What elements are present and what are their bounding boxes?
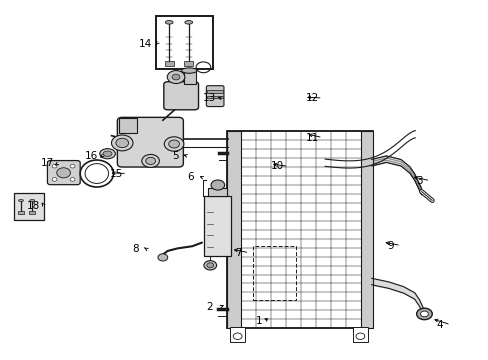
Circle shape <box>116 138 128 148</box>
Circle shape <box>172 74 180 80</box>
Bar <box>253 246 296 300</box>
Text: 18: 18 <box>26 201 40 211</box>
Text: 15: 15 <box>109 168 123 179</box>
Bar <box>227 131 241 328</box>
Text: 4: 4 <box>436 320 443 330</box>
Circle shape <box>168 140 179 148</box>
Text: 8: 8 <box>132 244 139 254</box>
Bar <box>352 327 367 342</box>
Bar <box>204 196 231 256</box>
Bar <box>360 131 372 328</box>
FancyBboxPatch shape <box>163 82 198 110</box>
Text: 16: 16 <box>85 150 99 161</box>
Text: 17: 17 <box>41 158 55 168</box>
Bar <box>208 188 227 196</box>
Text: 7: 7 <box>235 248 242 258</box>
Bar <box>155 16 213 69</box>
Ellipse shape <box>165 21 173 24</box>
Bar <box>18 211 24 214</box>
Circle shape <box>142 154 159 167</box>
Circle shape <box>211 180 224 190</box>
Circle shape <box>206 263 213 268</box>
Ellipse shape <box>184 21 192 24</box>
Ellipse shape <box>19 199 23 202</box>
Text: 2: 2 <box>205 302 212 312</box>
Ellipse shape <box>30 199 35 202</box>
Circle shape <box>145 157 155 165</box>
FancyBboxPatch shape <box>47 161 80 185</box>
Circle shape <box>203 261 216 270</box>
Text: 13: 13 <box>202 93 216 103</box>
Text: 12: 12 <box>305 93 318 103</box>
Circle shape <box>158 254 167 261</box>
Bar <box>184 61 193 66</box>
Bar <box>29 211 35 214</box>
Text: 14: 14 <box>139 39 152 49</box>
Circle shape <box>57 168 70 178</box>
Bar <box>14 193 44 220</box>
Text: 6: 6 <box>187 172 194 182</box>
Ellipse shape <box>103 151 112 156</box>
Circle shape <box>416 308 431 320</box>
Bar <box>183 71 195 84</box>
Bar <box>229 327 245 342</box>
Circle shape <box>420 311 427 317</box>
Circle shape <box>233 333 242 339</box>
Ellipse shape <box>100 149 115 159</box>
FancyBboxPatch shape <box>117 117 183 167</box>
Circle shape <box>52 165 57 168</box>
Circle shape <box>355 333 364 339</box>
Circle shape <box>164 137 183 151</box>
Bar <box>227 131 372 328</box>
Text: 10: 10 <box>271 161 284 171</box>
Bar <box>119 118 137 133</box>
FancyBboxPatch shape <box>206 86 224 107</box>
Text: 1: 1 <box>255 316 262 326</box>
Text: 5: 5 <box>171 150 178 161</box>
Text: 9: 9 <box>386 240 393 251</box>
Bar <box>164 61 173 66</box>
Text: 3: 3 <box>415 176 422 186</box>
Circle shape <box>167 71 184 84</box>
Circle shape <box>111 135 133 151</box>
Circle shape <box>70 165 75 168</box>
Bar <box>207 90 223 93</box>
Ellipse shape <box>181 68 197 73</box>
Bar <box>207 96 223 98</box>
Circle shape <box>70 177 75 181</box>
Text: 11: 11 <box>305 132 318 143</box>
Circle shape <box>52 177 57 181</box>
